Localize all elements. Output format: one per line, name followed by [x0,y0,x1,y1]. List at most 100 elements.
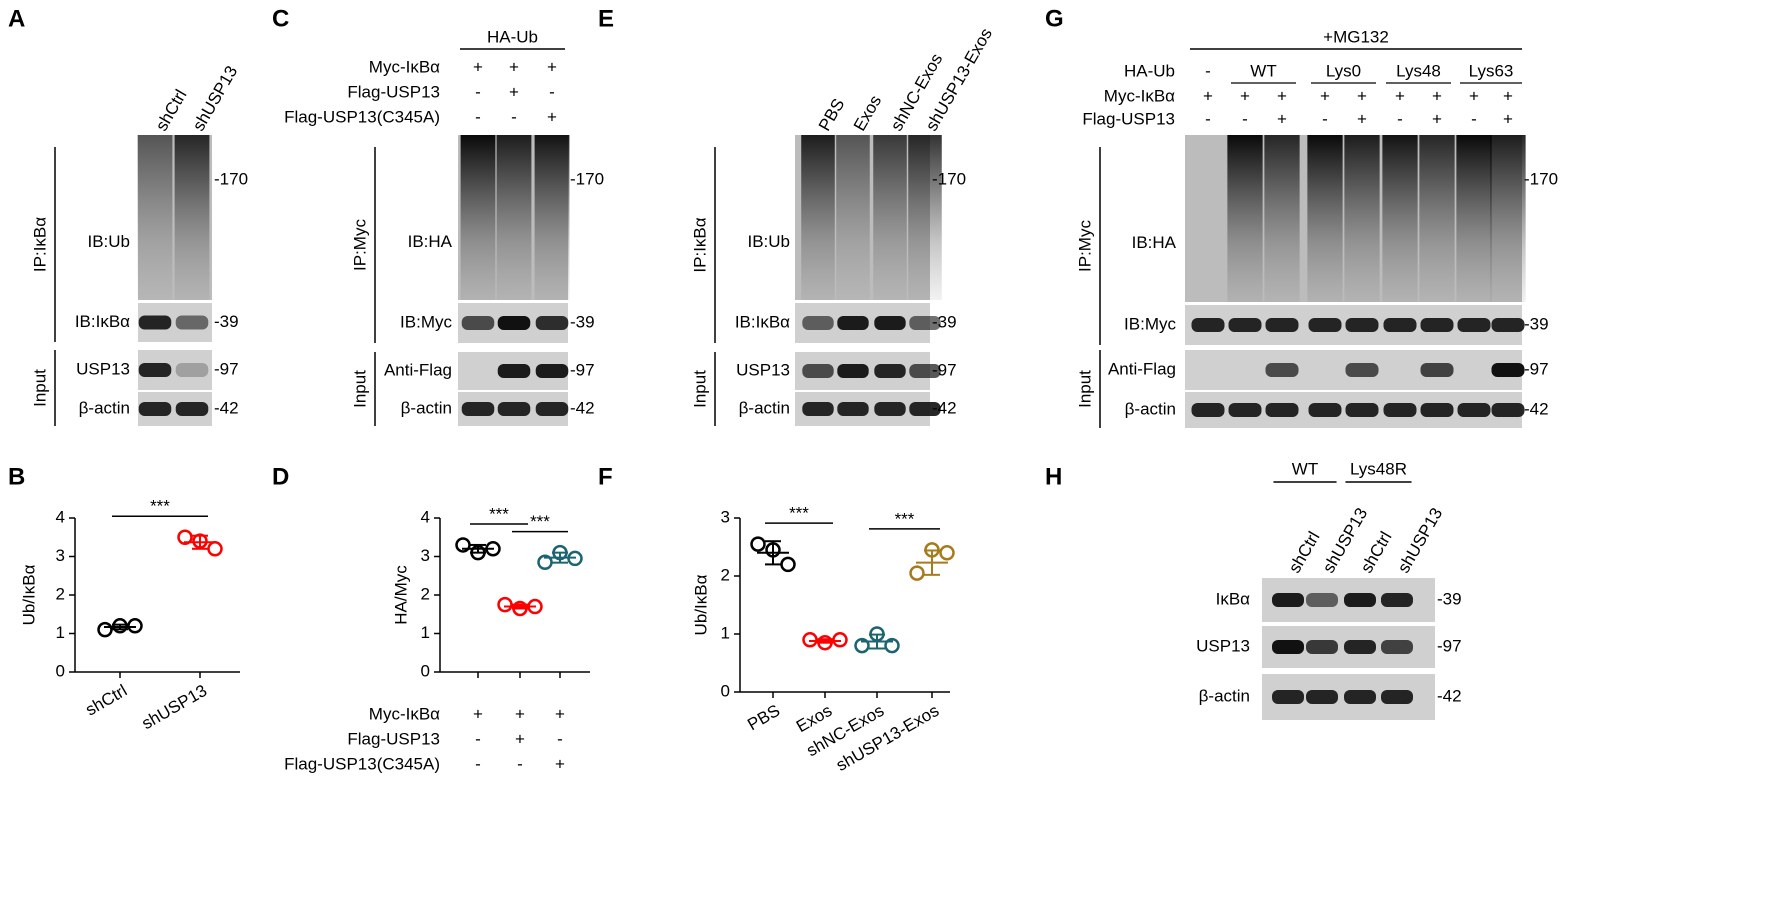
blot-header: HA-Ub [487,27,538,46]
band [175,402,209,416]
mw-marker: -170 [932,169,966,188]
smear [534,135,570,300]
condition-label: Myc-IκBα [369,704,440,723]
bracket-label: Input [690,370,709,408]
row-label: IB:IκBα [75,312,130,331]
smear [1419,135,1455,302]
band [909,402,941,416]
sign: - [1322,109,1328,128]
sign: - [475,729,481,748]
y-axis-label: HA/Myc [391,565,410,625]
smear [1490,135,1526,302]
data-point [527,598,543,615]
bracket-label: IP:Myc [1075,220,1094,272]
panel-letter: F [598,463,613,490]
significance-label: *** [895,509,915,528]
band [1265,318,1299,332]
band [138,363,172,377]
sign: + [515,729,525,748]
sign: + [1357,86,1367,105]
band [1383,403,1417,417]
band [497,402,531,416]
band [461,402,495,416]
panel-letter: E [598,5,614,32]
mw-marker: -170 [570,169,604,188]
band [497,364,531,378]
row-label: IκBα [1216,589,1251,608]
band [1420,403,1454,417]
sign: - [557,729,563,748]
smear [1227,135,1263,302]
band [1308,318,1342,332]
band [1344,690,1376,704]
row-label: Anti-Flag [1108,359,1176,378]
row-label: IB:IκBα [735,312,790,331]
data-point [854,637,870,654]
y-tick-label: 0 [421,661,430,680]
smear [174,135,210,300]
panel-letter: B [8,463,25,490]
data-point [455,537,471,553]
band [874,364,906,378]
data-point [497,596,513,613]
sign: + [1503,109,1513,128]
y-tick-label: 0 [721,681,730,700]
band [1306,640,1338,654]
sign: + [509,82,519,101]
y-axis-label: Ub/IκBα [19,564,38,625]
data-point [127,618,143,634]
significance-label: *** [530,512,550,531]
data-point [909,565,925,581]
y-tick-label: 1 [421,623,430,642]
band [1306,593,1338,607]
y-tick-label: 3 [56,546,65,565]
band [1420,363,1454,377]
condition-label: Flag-USP13 [347,82,440,101]
row-label: Anti-Flag [384,360,452,379]
bracket-label: IP:Myc [350,219,369,271]
data-point [567,550,583,567]
row-label: USP13 [76,359,130,378]
sign: + [1503,86,1513,105]
sign: + [1469,86,1479,105]
lane-label: shCtrl [1357,528,1396,576]
sign: + [473,704,483,723]
band [535,364,569,378]
y-axis-label: Ub/IκBα [691,574,710,635]
y-tick-label: 3 [421,546,430,565]
condition-label: Myc-IκBα [1104,86,1175,105]
data-point [485,541,501,557]
band [1345,318,1379,332]
lane-label: shCtrl [1285,528,1324,576]
lane-label: shUSP13 [1394,505,1446,577]
mw-marker: -97 [1524,359,1549,378]
bracket-label: IP:IκBα [30,217,49,272]
mw-marker: -97 [1437,636,1462,655]
row-label: IB:Myc [400,312,452,331]
smear [1344,135,1380,302]
row-label: IB:HA [1132,233,1177,252]
row-label: β-actin [739,398,790,417]
data-point [177,529,193,545]
blot-header: +MG132 [1323,27,1389,46]
band [1272,690,1304,704]
band [1491,318,1525,332]
mw-marker: -97 [570,360,595,379]
sign: + [547,107,557,126]
data-point [832,632,848,648]
band [138,402,172,416]
bracket-label: Input [30,369,49,407]
bracket-label: Input [1075,370,1094,408]
data-point [552,544,568,561]
smear [801,135,835,300]
group-label: WT [1250,61,1276,80]
mw-marker: -39 [1437,589,1462,608]
sign: + [473,57,483,76]
data-point [750,536,766,552]
band [138,315,172,330]
data-point [939,545,955,561]
sign: - [511,107,517,126]
row-label: USP13 [736,360,790,379]
band [535,316,569,330]
band [802,316,834,330]
